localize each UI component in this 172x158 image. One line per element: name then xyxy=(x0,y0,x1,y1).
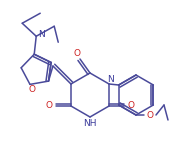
Text: O: O xyxy=(128,101,135,110)
Text: O: O xyxy=(147,110,153,119)
Text: N: N xyxy=(107,75,113,83)
Text: NH: NH xyxy=(83,119,97,128)
Text: O: O xyxy=(45,101,52,110)
Text: N: N xyxy=(38,30,45,39)
Text: O: O xyxy=(73,49,80,58)
Text: O: O xyxy=(29,85,35,94)
